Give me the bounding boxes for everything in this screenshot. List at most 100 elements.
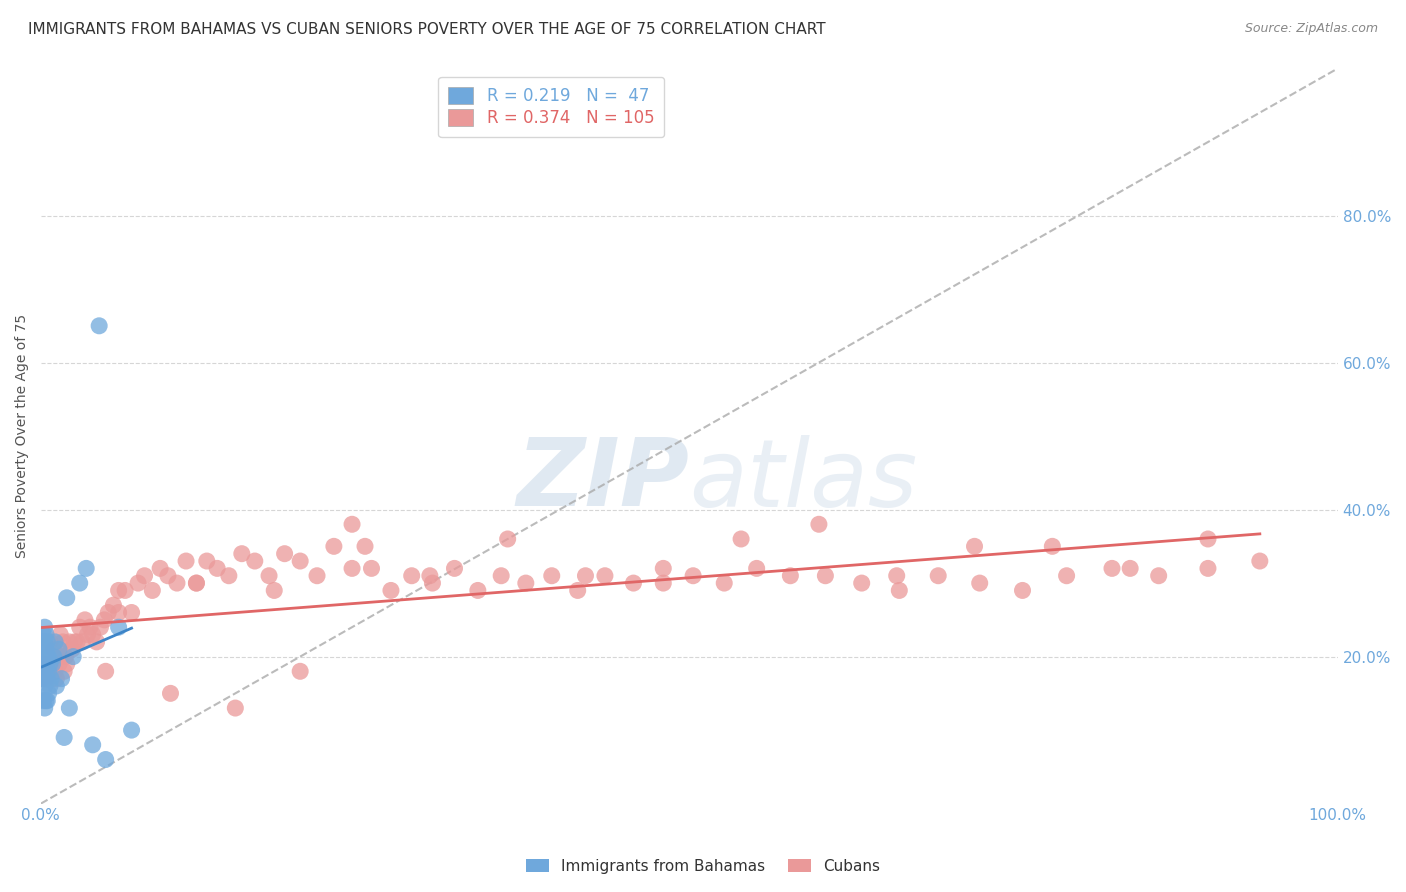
Point xyxy=(141,583,163,598)
Point xyxy=(32,672,55,686)
Point xyxy=(44,665,66,679)
Point xyxy=(31,672,53,686)
Point xyxy=(46,649,69,664)
Point xyxy=(166,576,188,591)
Text: IMMIGRANTS FROM BAHAMAS VS CUBAN SENIORS POVERTY OVER THE AGE OF 75 CORRELATION : IMMIGRANTS FROM BAHAMAS VS CUBAN SENIORS… xyxy=(28,22,825,37)
Point xyxy=(496,532,519,546)
Point xyxy=(652,561,675,575)
Point xyxy=(38,679,60,693)
Point xyxy=(34,665,56,679)
Point xyxy=(1056,568,1078,582)
Point xyxy=(89,620,111,634)
Point xyxy=(969,576,991,591)
Point xyxy=(38,635,60,649)
Point xyxy=(243,554,266,568)
Point xyxy=(159,686,181,700)
Point xyxy=(288,554,311,568)
Point xyxy=(69,620,91,634)
Point xyxy=(889,583,911,598)
Point xyxy=(288,665,311,679)
Point xyxy=(380,583,402,598)
Point xyxy=(55,591,77,605)
Point xyxy=(34,620,56,634)
Point xyxy=(174,554,197,568)
Point xyxy=(51,649,73,664)
Point xyxy=(340,561,363,575)
Point xyxy=(195,554,218,568)
Point xyxy=(32,657,55,671)
Point xyxy=(75,561,97,575)
Point xyxy=(121,606,143,620)
Point xyxy=(55,657,77,671)
Point xyxy=(58,635,80,649)
Point xyxy=(1147,568,1170,582)
Point xyxy=(35,672,58,686)
Point xyxy=(515,576,537,591)
Point xyxy=(31,672,53,686)
Point xyxy=(48,657,70,671)
Point xyxy=(42,649,65,664)
Point xyxy=(927,568,949,582)
Point xyxy=(93,613,115,627)
Point xyxy=(32,627,55,641)
Point xyxy=(224,701,246,715)
Point xyxy=(72,635,94,649)
Point xyxy=(60,642,83,657)
Point xyxy=(360,561,382,575)
Point xyxy=(467,583,489,598)
Point xyxy=(38,657,60,671)
Point xyxy=(851,576,873,591)
Point xyxy=(32,642,55,657)
Point xyxy=(39,672,62,686)
Point xyxy=(963,539,986,553)
Point xyxy=(37,694,59,708)
Point xyxy=(37,672,59,686)
Point xyxy=(38,665,60,679)
Point xyxy=(31,649,53,664)
Point xyxy=(419,568,441,582)
Point xyxy=(34,635,56,649)
Point xyxy=(35,657,58,671)
Point xyxy=(39,657,62,671)
Point xyxy=(45,672,67,686)
Point xyxy=(37,649,59,664)
Point xyxy=(49,627,72,641)
Point xyxy=(35,694,58,708)
Point xyxy=(63,635,86,649)
Point xyxy=(354,539,377,553)
Point xyxy=(807,517,830,532)
Point xyxy=(127,576,149,591)
Point xyxy=(94,752,117,766)
Point xyxy=(53,731,76,745)
Point xyxy=(31,657,53,671)
Point xyxy=(76,627,98,641)
Point xyxy=(37,635,59,649)
Point xyxy=(107,620,129,634)
Text: Source: ZipAtlas.com: Source: ZipAtlas.com xyxy=(1244,22,1378,36)
Point xyxy=(53,665,76,679)
Point xyxy=(489,568,512,582)
Point xyxy=(48,642,70,657)
Point xyxy=(134,568,156,582)
Point xyxy=(273,547,295,561)
Point xyxy=(121,723,143,738)
Point xyxy=(593,568,616,582)
Point xyxy=(623,576,645,591)
Point xyxy=(322,539,344,553)
Point xyxy=(257,568,280,582)
Point xyxy=(86,635,108,649)
Point xyxy=(814,568,837,582)
Legend: R = 0.219   N =  47, R = 0.374   N = 105: R = 0.219 N = 47, R = 0.374 N = 105 xyxy=(439,77,664,137)
Point xyxy=(107,606,129,620)
Point xyxy=(540,568,562,582)
Point xyxy=(34,665,56,679)
Point xyxy=(32,694,55,708)
Text: ZIP: ZIP xyxy=(516,434,689,526)
Point xyxy=(422,576,444,591)
Point xyxy=(89,318,111,333)
Point xyxy=(186,576,208,591)
Point xyxy=(1119,561,1142,575)
Point xyxy=(38,686,60,700)
Point xyxy=(35,642,58,657)
Point xyxy=(38,649,60,664)
